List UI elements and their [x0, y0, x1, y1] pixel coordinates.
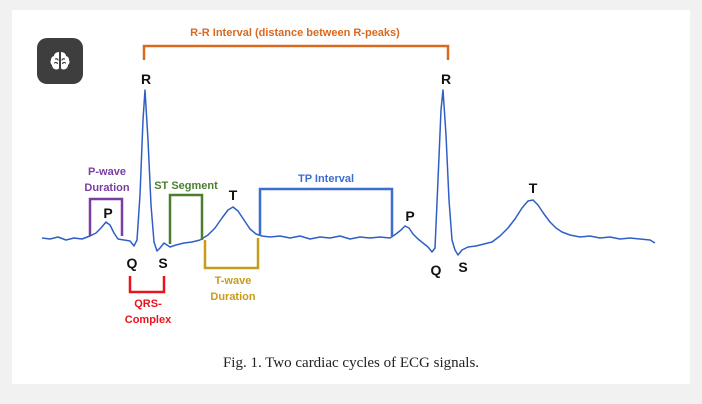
qrs-complex-label-line1: QRS-	[134, 298, 162, 310]
s-point-label-2: S	[458, 259, 467, 275]
t-wave-label-line2: Duration	[210, 291, 256, 303]
qrs-complex-bracket	[128, 276, 166, 294]
p-wave-bracket	[88, 197, 124, 236]
p-wave-peak-label-2: P	[405, 208, 414, 224]
rr-interval-bracket	[142, 44, 450, 60]
ecg-signal-line	[41, 89, 656, 256]
brain-icon	[50, 52, 70, 70]
r-peak-label-2: R	[441, 71, 451, 87]
figure-frame	[12, 10, 690, 384]
s-point-label-1: S	[158, 255, 167, 271]
t-wave-peak-label-2: T	[529, 180, 538, 196]
p-wave-peak-label-1: P	[103, 205, 112, 221]
st-segment-bracket	[168, 193, 204, 244]
p-wave-label-line1: P-wave	[88, 166, 126, 178]
t-wave-peak-label-1: T	[229, 187, 238, 203]
tp-interval-label: TP Interval	[298, 173, 354, 185]
t-wave-label-line1: T-wave	[215, 275, 252, 287]
p-wave-label-line2: Duration	[84, 182, 130, 194]
t-wave-bracket	[203, 238, 260, 270]
q-point-label-1: Q	[127, 255, 138, 271]
r-peak-label-1: R	[141, 71, 151, 87]
brain-icon-button[interactable]	[37, 38, 83, 84]
figure-caption: Fig. 1. Two cardiac cycles of ECG signal…	[222, 355, 480, 371]
st-segment-label: ST Segment	[154, 180, 218, 192]
qrs-complex-label-line2: Complex	[125, 314, 172, 326]
tp-interval-bracket	[258, 187, 394, 236]
q-point-label-2: Q	[431, 262, 442, 278]
rr-interval-label: R-R Interval (distance between R-peaks)	[190, 27, 400, 39]
